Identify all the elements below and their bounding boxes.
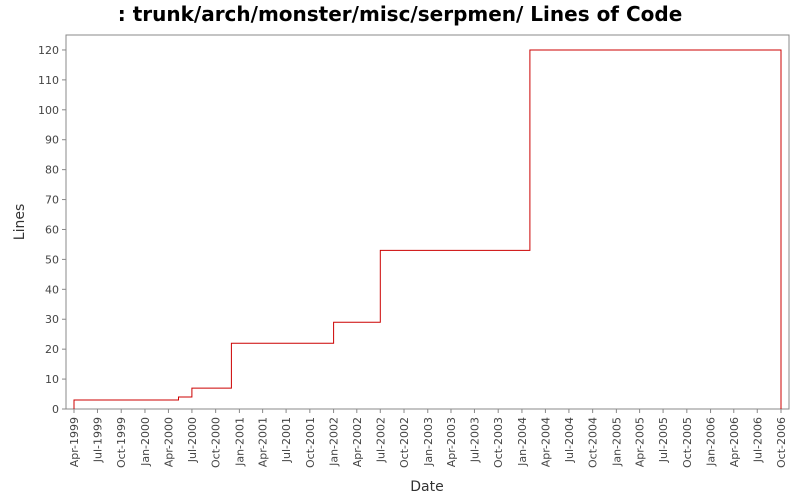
x-tick-label: Oct-2005 — [681, 417, 694, 468]
x-tick-label: Jan-2005 — [610, 417, 623, 467]
x-tick-label: Apr-2000 — [162, 417, 175, 467]
x-tick-label: Jan-2004 — [516, 417, 529, 467]
y-tick-label: 100 — [38, 104, 59, 117]
y-tick-label: 50 — [45, 253, 59, 266]
y-axis-label: Lines — [12, 204, 28, 240]
x-tick-label: Oct-2001 — [304, 417, 317, 468]
y-tick-label: 60 — [45, 223, 59, 236]
x-tick-label: Jul-2000 — [186, 417, 199, 463]
x-tick-label: Apr-1999 — [68, 417, 81, 467]
x-tick-label: Apr-2001 — [257, 417, 270, 467]
x-tick-label: Jan-2000 — [139, 417, 152, 467]
x-tick-label: Oct-2003 — [492, 417, 505, 468]
x-tick-label: Apr-2004 — [539, 417, 552, 467]
series-line — [73, 49, 782, 409]
x-tick-label: Apr-2002 — [351, 417, 364, 467]
y-tick-label: 110 — [38, 74, 59, 87]
x-tick-label: Jan-2002 — [328, 417, 341, 467]
x-tick-label: Jul-2006 — [751, 417, 764, 463]
x-tick-label: Jan-2003 — [422, 417, 435, 467]
y-tick-label: 80 — [45, 164, 59, 177]
x-tick-label: Jan-2001 — [233, 417, 246, 467]
x-tick-label: Apr-2003 — [445, 417, 458, 467]
y-tick-label: 0 — [52, 403, 59, 416]
chart-title: : trunk/arch/monster/misc/serpmen/ Lines… — [117, 2, 683, 26]
x-tick-label: Oct-2006 — [775, 417, 788, 468]
x-tick-label: Oct-2004 — [587, 417, 600, 468]
x-tick-label: Jul-2001 — [280, 417, 293, 463]
y-tick-label: 90 — [45, 134, 59, 147]
x-axis: Apr-1999 Jul-1999 Oct-1999 Jan-2000 Apr-2000… — [68, 409, 788, 468]
y-tick-label: 30 — [45, 313, 59, 326]
x-tick-label: Jul-2004 — [563, 417, 576, 463]
plot-area — [65, 34, 790, 410]
x-tick-label: Jul-1999 — [91, 417, 104, 463]
y-tick-label: 40 — [45, 283, 59, 296]
x-tick-label: Apr-2005 — [634, 417, 647, 467]
x-tick-label: Jul-2003 — [468, 417, 481, 463]
y-axis: 0 10 20 30 40 50 60 70 80 90 100 110 120 — [38, 44, 66, 416]
x-axis-label: Date — [410, 479, 443, 495]
x-tick-label: Jul-2002 — [374, 417, 387, 463]
x-tick-label: Oct-2000 — [210, 417, 223, 468]
y-tick-label: 120 — [38, 44, 59, 57]
x-tick-label: Jul-2005 — [657, 417, 670, 463]
y-tick-label: 20 — [45, 343, 59, 356]
x-tick-label: Apr-2006 — [728, 417, 741, 467]
x-tick-label: Jan-2006 — [705, 417, 718, 467]
y-tick-label: 70 — [45, 194, 59, 207]
y-tick-label: 10 — [45, 373, 59, 386]
x-tick-label: Oct-2002 — [398, 417, 411, 468]
x-tick-label: Oct-1999 — [115, 417, 128, 468]
